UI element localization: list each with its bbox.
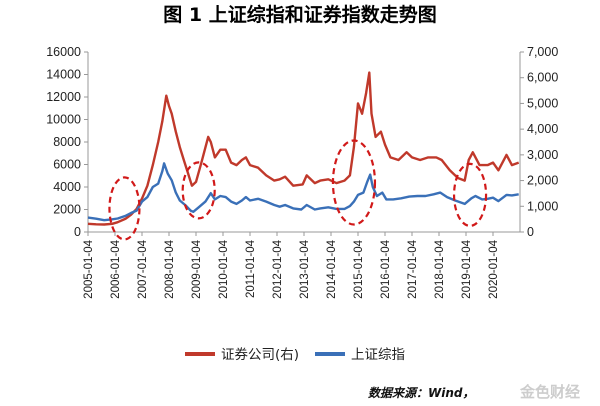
- highlight-ellipse: [452, 162, 488, 227]
- series-line-securities: [87, 71, 520, 226]
- x-tick-label: 2015-01-04: [353, 239, 365, 298]
- source-note: 数据来源：Wind，: [368, 386, 474, 400]
- x-tick-label: 2020-01-04: [488, 239, 500, 298]
- legend-label: 上证综指: [351, 347, 405, 363]
- y-right-tick-label: 7,000: [527, 45, 558, 59]
- watermark-logo: 金色财经: [519, 383, 580, 401]
- highlight-ellipse: [108, 176, 141, 241]
- x-tick-label: 2010-01-04: [218, 239, 230, 298]
- y-left-tick-label: 12000: [46, 90, 81, 104]
- y-right-tick-label: 4,000: [527, 122, 558, 136]
- x-tick-label: 2009-01-04: [191, 239, 203, 298]
- y-left-tick-label: 16000: [46, 45, 81, 59]
- y-right-tick-label: 5,000: [527, 96, 558, 110]
- y-right-tick-label: 3,000: [527, 148, 558, 162]
- legend: 证券公司(右) 上证综指: [185, 347, 405, 363]
- y-left-tick-label: 0: [74, 225, 81, 239]
- x-tick-label: 2012-01-04: [272, 239, 284, 298]
- x-tick-label: 2007-01-04: [137, 239, 149, 298]
- x-tick-label: 2014-01-04: [326, 239, 338, 298]
- legend-label: 证券公司(右): [221, 347, 299, 363]
- x-tick-label: 2016-01-04: [380, 239, 392, 298]
- x-tick-label: 2013-01-04: [299, 239, 311, 298]
- y-right-tick-label: 2,000: [527, 174, 558, 188]
- x-tick-label: 2017-01-04: [407, 239, 419, 298]
- y-right-tick-label: 6,000: [527, 71, 558, 85]
- y-left-tick-label: 4000: [53, 180, 81, 194]
- y-left-tick-label: 10000: [46, 113, 81, 127]
- y-right-tick-label: 0: [527, 225, 534, 239]
- x-tick-label: 2011-01-04: [245, 239, 257, 298]
- x-tick-label: 2005-01-04: [83, 239, 95, 298]
- y-left-tick-label: 6000: [53, 158, 81, 172]
- chart-title: 图 1 上证综指和证券指数走势图: [163, 3, 436, 26]
- x-tick-label: 2019-01-04: [461, 239, 473, 298]
- series-line-sse-composite: [87, 162, 519, 222]
- highlight-ellipse: [181, 161, 216, 220]
- y-right-tick-label: 1,000: [527, 199, 558, 213]
- y-left-tick-label: 2000: [53, 203, 81, 217]
- y-left-tick-label: 8000: [53, 135, 81, 149]
- plot-area: 0 2000 4000 6000 8000 10000 12000 14000 16000 0 1,…: [46, 45, 558, 299]
- x-tick-label: 2018-01-04: [434, 239, 446, 298]
- y-left-tick-label: 14000: [46, 68, 81, 82]
- x-tick-label: 2006-01-04: [110, 239, 122, 298]
- highlight-ellipse: [331, 139, 377, 226]
- x-tick-label: 2008-01-04: [164, 239, 176, 298]
